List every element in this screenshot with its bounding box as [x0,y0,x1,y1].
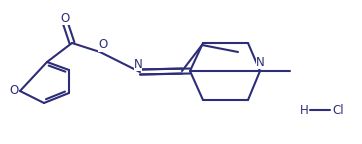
Text: Cl: Cl [332,104,344,116]
Text: O: O [98,38,108,52]
Text: O: O [60,12,70,24]
Text: H: H [300,104,308,116]
Text: N: N [256,55,264,69]
Text: O: O [9,85,18,97]
Text: N: N [134,57,142,71]
